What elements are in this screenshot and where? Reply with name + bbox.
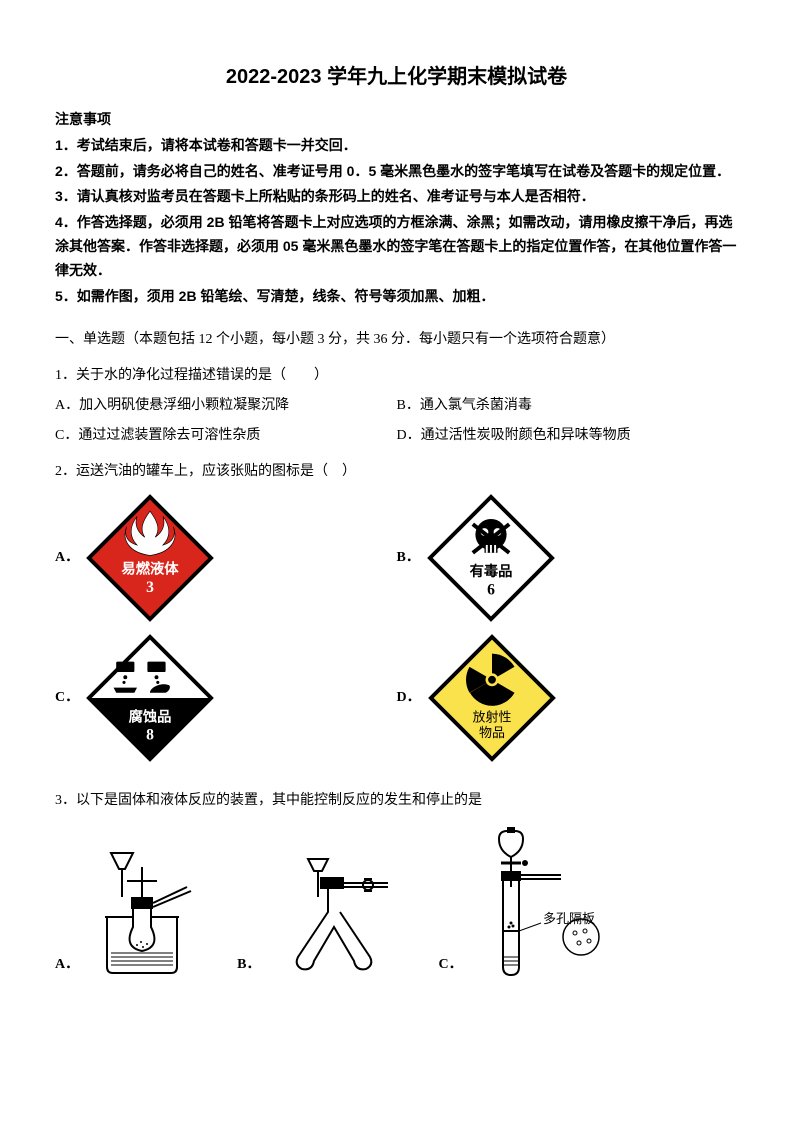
notice-4: 4．作答选择题，必须用 2B 铅笔将答题卡上对应选项的方框涂满、涂黑；如需改动，… — [55, 211, 738, 282]
device-b-icon — [268, 857, 408, 977]
q1-stem: 1．关于水的净化过程描述错误的是（ ） — [55, 364, 738, 388]
hazard-sign-corrosive: 腐蚀品 8 — [85, 633, 215, 763]
sign-c-text2: 8 — [146, 727, 154, 744]
hazard-sign-toxic: 有毒品 6 — [426, 493, 556, 623]
q3-label-b: B． — [237, 953, 260, 977]
notice-3: 3．请认真核对监考员在答题卡上所粘贴的条形码上的姓名、准考证号与本人是否相符． — [55, 185, 738, 209]
hazard-sign-flammable: 易燃液体 3 — [85, 493, 215, 623]
q1-opt-b: B．通入氯气杀菌消毒 — [397, 394, 739, 418]
q1-opt-d: D．通过活性炭吸附颜色和异味等物质 — [397, 424, 739, 448]
q2-label-b: B． — [397, 546, 420, 570]
section-1-header: 一、单选题（本题包括 12 个小题，每小题 3 分，共 36 分．每小题只有一个… — [55, 328, 738, 352]
sign-d-text2: 物品 — [479, 725, 505, 740]
q3-label-c: C． — [438, 953, 462, 977]
q2-label-d: D． — [397, 686, 421, 710]
notice-1: 1．考试结束后，请将本试卷和答题卡一并交回． — [55, 134, 738, 158]
device-c-icon: 多孔隔板 — [471, 827, 641, 977]
notice-header: 注意事项 — [55, 108, 738, 132]
sign-c-text1: 腐蚀品 — [129, 708, 172, 726]
q1-opt-a: A．加入明矾使悬浮细小颗粒凝聚沉降 — [55, 394, 397, 418]
sign-a-text1: 易燃液体 — [122, 560, 180, 578]
q2-label-c: C． — [55, 686, 79, 710]
page-title: 2022-2023 学年九上化学期末模拟试卷 — [55, 60, 738, 94]
notice-2: 2．答题前，请务必将自己的姓名、准考证号用 0．5 毫米黑色墨水的签字笔填写在试… — [55, 160, 738, 184]
sign-a-text2: 3 — [146, 579, 154, 596]
device-a-icon — [87, 847, 207, 977]
sign-d-text1: 放射性 — [472, 710, 511, 725]
notice-5: 5．如需作图，须用 2B 铅笔绘、写清楚，线条、符号等须加黑、加粗． — [55, 285, 738, 309]
q2-stem: 2．运送汽油的罐车上，应该张贴的图标是（ ） — [55, 460, 738, 484]
sign-b-text2: 6 — [487, 582, 495, 599]
q3-label-a: A． — [55, 953, 79, 977]
q1-opt-c: C．通过过滤装置除去可溶性杂质 — [55, 424, 397, 448]
q3-stem: 3．以下是固体和液体反应的装置，其中能控制反应的发生和停止的是 — [55, 789, 738, 813]
sign-b-text1: 有毒品 — [469, 563, 512, 581]
hazard-sign-radioactive: 放射性 物品 — [427, 633, 557, 763]
q2-label-a: A． — [55, 546, 79, 570]
